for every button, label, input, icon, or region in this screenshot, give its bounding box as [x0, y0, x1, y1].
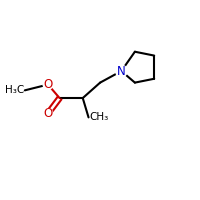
- Text: N: N: [117, 65, 126, 78]
- Circle shape: [43, 80, 53, 89]
- Text: H₃C: H₃C: [5, 85, 24, 95]
- Text: O: O: [43, 107, 53, 120]
- Text: O: O: [43, 78, 53, 91]
- Circle shape: [116, 65, 127, 77]
- Circle shape: [43, 109, 53, 118]
- Text: CH₃: CH₃: [90, 112, 109, 122]
